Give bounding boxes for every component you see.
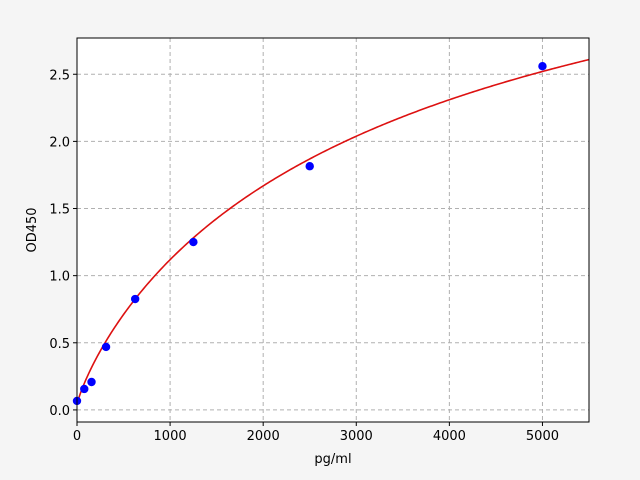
x-axis-label: pg/ml [314,452,351,467]
data-point [87,377,96,387]
x-tick-label: 2000 [247,429,280,444]
data-points [72,61,547,406]
y-tick-label: 2.5 [49,68,70,83]
x-tick-label: 5000 [526,429,559,444]
data-point [80,384,89,394]
x-tick-label: 4000 [433,429,466,444]
y-tick-label: 2.0 [49,135,70,150]
y-axis-label: OD450 [25,207,40,252]
plot-frame [76,37,590,423]
y-tick-label: 1.5 [49,203,70,218]
x-tick-label: 1000 [154,429,187,444]
plot-area [77,38,589,422]
fit-curve-group [76,58,590,405]
data-point [130,294,140,304]
data-point [189,237,198,247]
data-point [305,162,314,171]
y-tick-label: 1.0 [49,270,70,285]
x-tick-label: 3000 [340,429,373,444]
y-tick-label: 0.5 [49,337,70,352]
fit-curve-line [76,58,590,405]
y-tick-label: 0.0 [49,404,70,419]
x-tick-label: 0 [73,429,81,444]
data-point [538,61,547,71]
ticks: 0 1000 2000 3000 4000 5000 0.0 0.5 1.0 1.5 2.0 2.5 [49,68,559,444]
data-point [101,342,111,352]
